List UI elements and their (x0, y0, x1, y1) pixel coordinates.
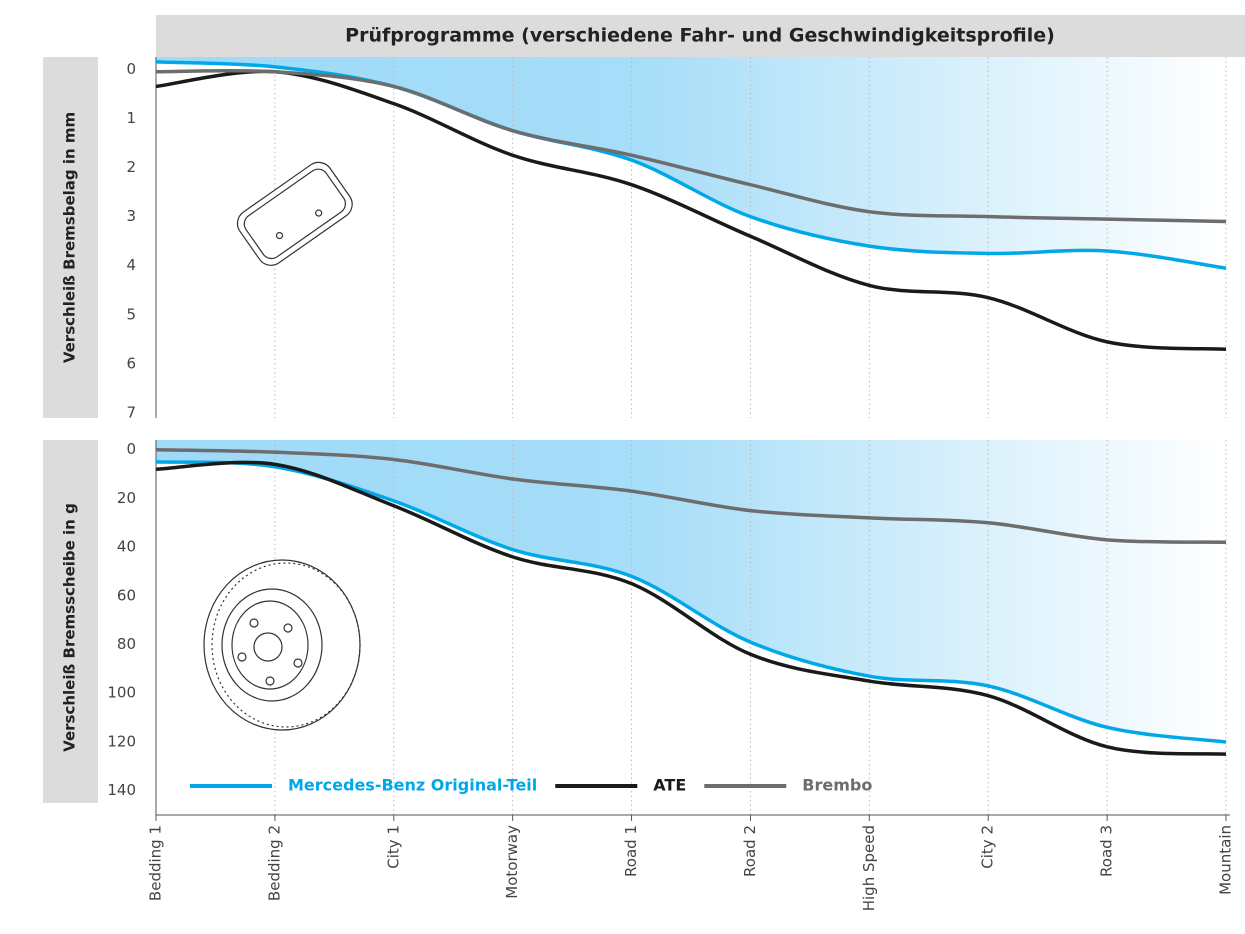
y-tick-label: 4 (126, 256, 136, 274)
x-tick-label: City 2 (979, 825, 997, 869)
y-tick-label: 20 (117, 489, 136, 507)
y-tick-label: 60 (117, 586, 136, 604)
y-tick-label: 1 (126, 109, 136, 127)
legend-label: ATE (653, 776, 686, 795)
chart-title: Prüfprogramme (verschiedene Fahr- und Ge… (345, 25, 1055, 47)
x-tick-label: Road 1 (622, 825, 640, 877)
y-tick-label: 100 (107, 684, 136, 702)
legend-label: Brembo (802, 776, 872, 795)
y-axis-label: Verschleiß Bremsbelag in mm (61, 112, 79, 363)
x-tick-label: City 1 (384, 825, 402, 869)
brake-disc-icon (204, 560, 360, 730)
y-tick-label: 80 (117, 635, 136, 653)
x-tick-label: Mountain (1217, 825, 1235, 895)
x-tick-label: Road 3 (1098, 825, 1116, 877)
y-tick-label: 40 (117, 538, 136, 556)
x-tick-label: Road 2 (741, 825, 759, 877)
brake-pad-icon (232, 157, 358, 271)
y-tick-label: 120 (107, 732, 136, 750)
y-tick-label: 2 (126, 158, 136, 176)
x-tick-label: Bedding 1 (147, 825, 165, 901)
y-tick-label: 0 (126, 440, 136, 458)
y-tick-label: 7 (126, 404, 136, 422)
x-tick-label: High Speed (860, 825, 878, 911)
y-tick-label: 3 (126, 207, 136, 225)
legend-label: Mercedes-Benz Original-Teil (288, 776, 537, 795)
y-axis-label: Verschleiß Bremsscheibe in g (61, 503, 79, 752)
y-tick-label: 0 (126, 60, 136, 78)
y-tick-label: 6 (126, 354, 136, 372)
plot: Verschleiß Bremsbelag in mm 0 1 2 3 4 5 6 7 Versc… (61, 57, 1235, 911)
y-tick-label: 5 (126, 305, 136, 323)
chart: Prüfprogramme (verschiedene Fahr- und Ge… (0, 0, 1245, 930)
x-tick-label: Motorway (503, 825, 521, 899)
y-tick-label: 140 (107, 781, 136, 799)
x-tick-label: Bedding 2 (265, 825, 283, 901)
